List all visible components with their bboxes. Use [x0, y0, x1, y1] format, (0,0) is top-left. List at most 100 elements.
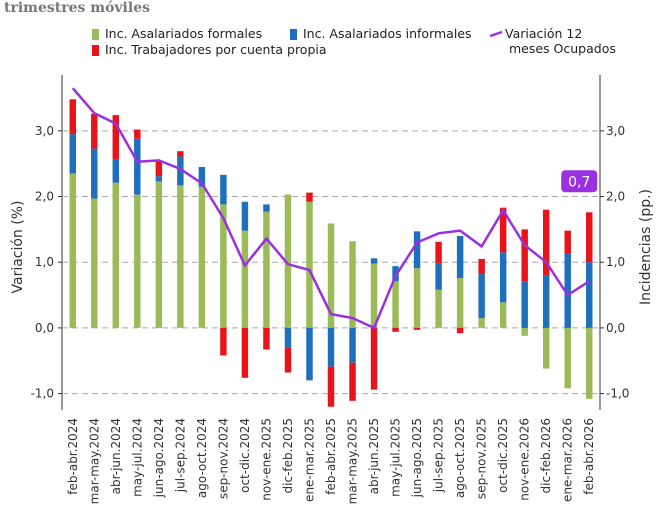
bar-segment	[349, 241, 356, 328]
legend-label-line: meses Ocupados	[505, 41, 616, 56]
bar-segment	[392, 281, 399, 328]
x-tick-label: sep-nov.2025	[475, 418, 489, 499]
bar-segment	[435, 241, 442, 263]
y2-axis-title: Incidencias (pp.)	[638, 189, 654, 305]
bar-segment	[155, 181, 163, 328]
bar-segment	[306, 192, 313, 202]
bar-segment	[263, 204, 270, 212]
bar-segment	[284, 327, 292, 348]
y-tick-label: -1,0	[31, 387, 54, 401]
bar-segment	[542, 209, 550, 276]
legend-swatch	[489, 30, 503, 38]
y-tick-label: 1,0	[35, 255, 54, 269]
bar-segment	[521, 281, 528, 328]
x-tick-label: dic-feb.2025	[281, 418, 295, 493]
legend-swatch	[92, 29, 99, 40]
bar-segment	[155, 161, 163, 177]
bar-segment	[69, 99, 76, 135]
x-tick-label: jul-sep.2024	[173, 418, 187, 493]
bar-segment	[564, 253, 571, 328]
y2-tick-label: 1,0	[606, 255, 625, 269]
x-tick-label: mar-may.2024	[87, 418, 101, 504]
x-tick-label: may-jul.2024	[130, 418, 144, 497]
bar-segment	[413, 268, 421, 328]
x-tick-label: feb-abr.2024	[66, 418, 80, 495]
x-tick-label: nov-ene.2025	[259, 418, 273, 501]
bar-segment	[392, 327, 399, 332]
bar-segment	[542, 275, 550, 328]
y2-tick-label: 0,0	[606, 321, 625, 335]
x-tick-label: ago-oct.2025	[453, 418, 467, 498]
bar-segment	[69, 134, 76, 174]
x-tick-label: ene-mar.2026	[561, 418, 575, 502]
bar-segment	[327, 223, 335, 328]
y-tick-label: 3,0	[35, 124, 54, 138]
bar-segment	[327, 366, 335, 407]
bar-segment	[435, 262, 442, 290]
legend-label: Inc. Trabajadores por cuenta propia	[105, 42, 327, 57]
bar-segment	[177, 185, 184, 328]
bar-segment	[435, 289, 442, 328]
x-tick-label: may-jul.2025	[389, 418, 403, 497]
bar-segment	[327, 327, 335, 367]
bar-segment	[349, 362, 356, 401]
x-tick-label: oct-dic.2024	[238, 418, 252, 493]
bar-segment	[542, 327, 550, 369]
bar-segment	[521, 229, 528, 282]
value-label: 0,7	[568, 174, 590, 190]
bar-segment	[370, 263, 378, 328]
bar-segment	[69, 173, 76, 328]
bar-segment	[134, 194, 141, 328]
x-tick-label: ene-mar.2025	[302, 418, 316, 502]
legend-label-line: Variación 12	[505, 26, 582, 41]
bar-segment	[456, 327, 464, 334]
bar-segment	[499, 302, 507, 328]
bar-segment	[586, 212, 593, 263]
chart-subtitle: trimestres móviles	[4, 0, 150, 16]
bar-segment	[241, 327, 249, 378]
value-label-box	[561, 170, 598, 193]
x-tick-label: jul-sep.2025	[432, 418, 446, 493]
bar-segment	[349, 327, 356, 363]
bar-segment	[112, 115, 120, 160]
legend-label: Variación 12 meses Ocupados	[505, 26, 616, 56]
bar-segment	[263, 211, 270, 328]
bar-segment	[370, 327, 378, 390]
line	[71, 87, 590, 330]
x-tick-label: nov-ene.2026	[518, 418, 532, 501]
x-tick-label: oct-dic.2025	[496, 418, 510, 493]
bar-segment	[241, 230, 249, 328]
x-tick-label: mar-may.2025	[346, 418, 360, 504]
x-tick-label: ago-oct.2024	[195, 418, 209, 498]
x-tick-label: abr-jun.2024	[109, 418, 123, 494]
y-tick-label: 2,0	[35, 190, 54, 204]
bar-segment	[177, 156, 184, 186]
bar-segment	[413, 231, 421, 269]
bar-segment	[220, 327, 227, 356]
x-tick-label: feb-abr.2026	[582, 418, 596, 495]
bar-segment	[198, 166, 206, 187]
x-tick-label: jun-ago.2025	[410, 418, 424, 498]
y2-tick-label: 3,0	[606, 124, 625, 138]
bar-segment	[91, 198, 98, 328]
bar-segment	[478, 274, 485, 319]
bar-segment	[306, 327, 313, 381]
x-tick-label: jun-ago.2024	[152, 418, 166, 498]
bar-segment	[112, 159, 120, 183]
y-axis-title: Variación (%)	[10, 201, 26, 294]
bar-segment	[499, 207, 507, 253]
bar-segment	[220, 204, 227, 328]
bar-segment	[478, 318, 485, 328]
legend-swatch	[92, 45, 99, 56]
bar-segment	[456, 277, 464, 328]
bar-segment	[284, 194, 292, 328]
bar-segment	[586, 327, 593, 399]
bar-segment	[263, 327, 270, 350]
bar-segment	[499, 252, 507, 303]
y2-tick-label: 2,0	[606, 190, 625, 204]
bar-segment	[220, 174, 227, 205]
bar-segment	[521, 327, 528, 336]
x-tick-label: sep-nov.2024	[216, 418, 230, 499]
x-tick-label: dic-feb.2026	[539, 418, 553, 493]
